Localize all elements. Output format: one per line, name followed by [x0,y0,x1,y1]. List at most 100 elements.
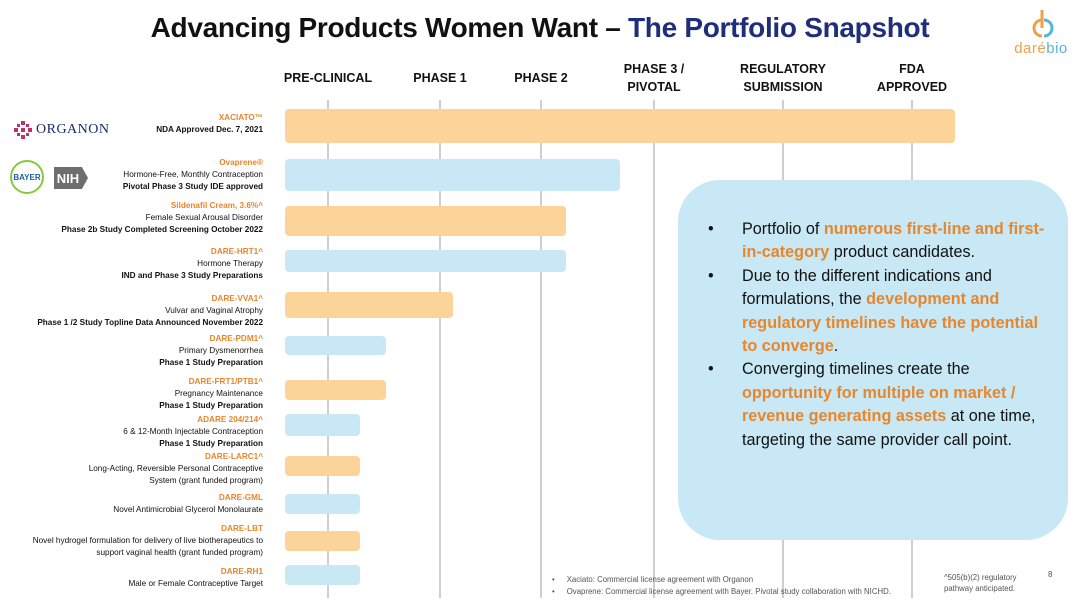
product-description: Vulvar and Vaginal Atrophy [165,306,263,315]
product-label: Ovaprene® Hormone-Free, Monthly Contracep… [1,157,263,193]
product-label: DARE-PDM1^ Primary Dysmenorrhea Phase 1 St… [1,333,263,369]
footnote-bullet-icon: • [552,575,555,584]
product-description: Novel hydrogel formulation for delivery … [32,536,263,545]
product-label: DARE-LARC1^ Long-Acting, Reversible Perso… [1,451,263,487]
bayer-logo: BAYER [10,160,44,194]
phase-header: PRE-CLINICAL [263,69,393,87]
callout-bullet-3: • Converging timelines create the opportu… [708,358,1048,452]
bullet-icon: • [708,220,714,238]
product-label: DARE-HRT1^ Hormone Therapy IND and Phase 3… [1,246,263,282]
progress-bar [285,565,360,585]
phase-header-line-1: REGULATORY [740,62,826,76]
regulatory-pathway-note: ^505(b)(2) regulatory pathway anticipate… [944,573,1017,593]
product-label: DARE-FRT1/PTB1^ Pregnancy Maintenance Phas… [1,376,263,412]
phase-header: PHASE 3 / PIVOTAL [589,60,719,96]
progress-bar [285,380,386,400]
callout-text: Portfolio of [742,220,824,238]
title-part-1: Advancing Products Women Want – [150,12,628,43]
callout-bullet-2: • Due to the different indications and f… [708,265,1048,359]
phase-gridline [653,100,655,598]
product-label: DARE-GML Novel Antimicrobial Glycerol Mon… [1,492,263,516]
progress-bar [285,414,360,436]
logo-bio: bio [1046,40,1068,57]
dare-bio-logo: darébio [1004,6,1078,58]
phase-gridline [540,100,542,598]
phase-header-line-1: PHASE 3 / [623,62,685,76]
footnote-1: • Xaciato: Commercial license agreement w… [552,574,891,586]
footnotes: • Xaciato: Commercial license agreement w… [552,574,891,598]
product-status: Pivotal Phase 3 Study IDE approved [122,182,263,191]
product-label: ADARE 204/214^ 6 & 12-Month Injectable Co… [1,414,263,450]
product-label: XACIATO™ NDA Approved Dec. 7, 2021 [1,112,263,136]
product-description: Hormone Therapy [197,259,263,268]
footnote-text: Xaciato: Commercial license agreement wi… [566,575,754,584]
product-name: DARE-LBT [221,524,263,533]
product-label: Sildenafil Cream, 3.6%^ Female Sexual Aro… [1,200,263,236]
phase-gridline [439,100,441,598]
phase-header-line-1: FDA [899,62,925,76]
progress-bar [285,250,567,272]
phase-header-line-2: SUBMISSION [743,80,823,94]
product-status: Phase 1 Study Preparation [159,401,263,410]
nih-text: NIH [56,170,80,186]
product-description: 6 & 12-Month Injectable Contraception [123,427,263,436]
callout-highlight: numerous first-line and first-in-categor… [742,220,1045,262]
product-name: Ovaprene® [219,158,263,167]
product-status: Phase 1 Study Preparation [159,358,263,367]
callout-bullet-1: • Portfolio of numerous first-line and fi… [708,218,1048,265]
progress-bar [285,531,360,551]
product-name: XACIATO™ [218,113,263,122]
product-description: Novel Antimicrobial Glycerol Monolaurate [113,505,263,514]
product-name: DARE-RH1 [220,567,263,576]
product-description: Male or Female Contraceptive Target [128,579,263,588]
product-name: Sildenafil Cream, 3.6%^ [170,201,263,210]
callout-text: product candidates. [829,243,976,262]
product-name: DARE-HRT1^ [210,247,263,256]
product-label: DARE-LBT Novel hydrogel formulation for d… [1,523,263,559]
product-description: NDA Approved Dec. 7, 2021 [156,125,263,134]
callout-text: Due to the different indications and for… [742,266,992,309]
phase-header-line-2: APPROVED [876,80,948,94]
product-status: Phase 2b Study Completed Screening Octob… [61,225,263,234]
product-status: Phase 1 /2 Study Topline Data Announced … [37,318,263,327]
progress-bar [285,159,620,191]
organon-logo: ORGANON [14,121,110,139]
nih-logo: NIH [54,167,88,189]
phase-header: REGULATORY SUBMISSION [718,60,848,96]
dare-logo-mark-icon [1032,10,1054,38]
product-status: IND and Phase 3 Study Preparations [121,271,263,280]
product-label: DARE-VVA1^ Vulvar and Vaginal Atrophy Phas… [1,293,263,329]
callout-highlight: development and regulatory timelines hav… [742,290,1038,356]
callout-text: . [833,337,839,356]
logo-wordmark: darébio [1004,40,1078,57]
bullet-icon: • [708,266,714,285]
title-part-2: The Portfolio Snapshot [627,12,930,43]
progress-bar [285,336,386,355]
product-name: ADARE 204/214^ [197,415,263,424]
progress-bar [285,109,955,143]
phase-header: PHASE 2 [476,69,606,87]
product-name: DARE-VVA1^ [211,294,264,303]
product-description: Female Sexual Arousal Disorder [145,213,263,222]
product-description: Hormone-Free, Monthly Contraception [123,170,263,179]
footnote-bullet-icon: • [552,587,555,596]
organon-mark-icon [14,121,32,139]
product-description: Pregnancy Maintenance [174,389,263,398]
progress-bar [285,494,360,514]
phase-header: FDA APPROVED [847,60,977,96]
product-name: DARE-FRT1/PTB1^ [188,377,263,386]
page-number: 8 [1048,570,1053,579]
footnote-2: • Ovaprene: Commercial license agreement … [552,586,891,598]
product-label: DARE-RH1 Male or Female Contraceptive Tar… [1,566,263,590]
phase-header-line-2: PIVOTAL [627,80,681,94]
bullet-icon: • [708,360,714,379]
callout-highlight: opportunity for multiple on market / rev… [742,383,1016,426]
callout-text: at one time, targeting the same provider… [742,407,1036,449]
progress-bar [285,292,453,318]
progress-bar [285,206,567,236]
product-description: Long-Acting, Reversible Personal Contrac… [88,464,263,473]
product-status: support vaginal health (grant funded pro… [96,548,263,557]
product-name: DARE-PDM1^ [209,334,263,343]
phase-header: PHASE 1 [375,69,505,87]
bayer-text: BAYER [13,172,41,182]
